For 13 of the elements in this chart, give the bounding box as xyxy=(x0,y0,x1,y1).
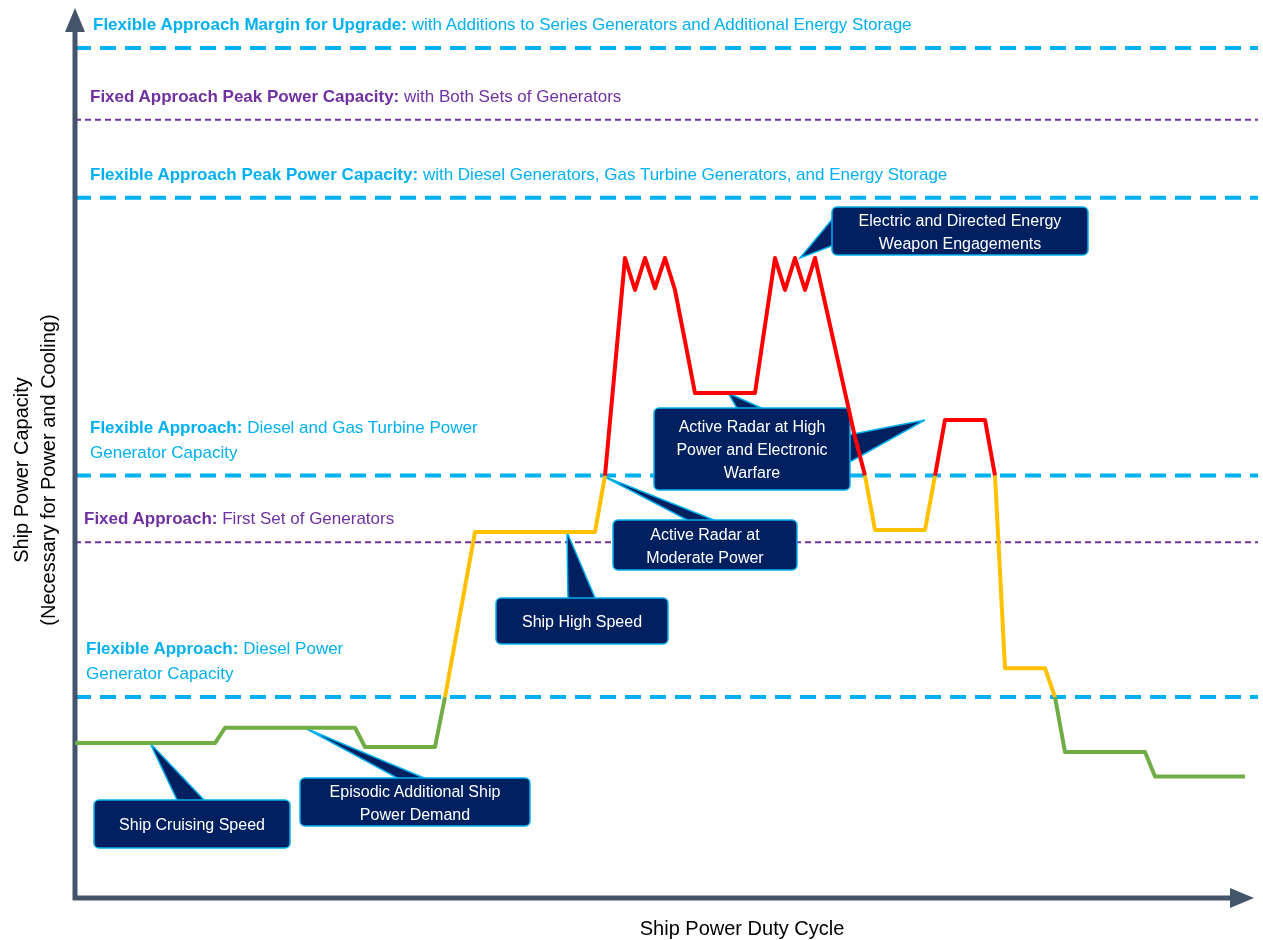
ref-line-label: Fixed Approach: First Set of Generators xyxy=(84,509,395,529)
y-axis-title: Ship Power Capacity (Necessary for Power and Cooling) xyxy=(10,314,59,626)
annotation: Ship High Speed xyxy=(521,613,643,630)
annotation: Episodic Additional Ship Power Demand xyxy=(329,782,501,823)
ref-line-label: Flexible Approach: Diesel Power Generator Capacity xyxy=(86,639,344,684)
ref-line-label: Flexible Approach Peak Power Capacity: with Diesel Generators, Gas Turbine Generators, and Energy Storage xyxy=(90,164,948,184)
ref-line-label: Flexible Approach Margin for Upgrade: with Additions to Series Generators and Additional Energy Storage xyxy=(93,15,912,35)
ref-line-label: Fixed Approach Peak Power Capacity: with Both Sets of Generators xyxy=(90,86,622,106)
callout-box: Ship Cruising Speed xyxy=(93,742,291,849)
x-axis-title: Ship Power Duty Cycle xyxy=(639,917,845,939)
annotation: Active Radar at Moderate Power xyxy=(646,525,765,566)
ref-line-label: Flexible Approach: Diesel and Gas Turbine Power Generator Capacity xyxy=(90,417,479,462)
annotation: Ship Cruising Speed xyxy=(119,816,265,833)
